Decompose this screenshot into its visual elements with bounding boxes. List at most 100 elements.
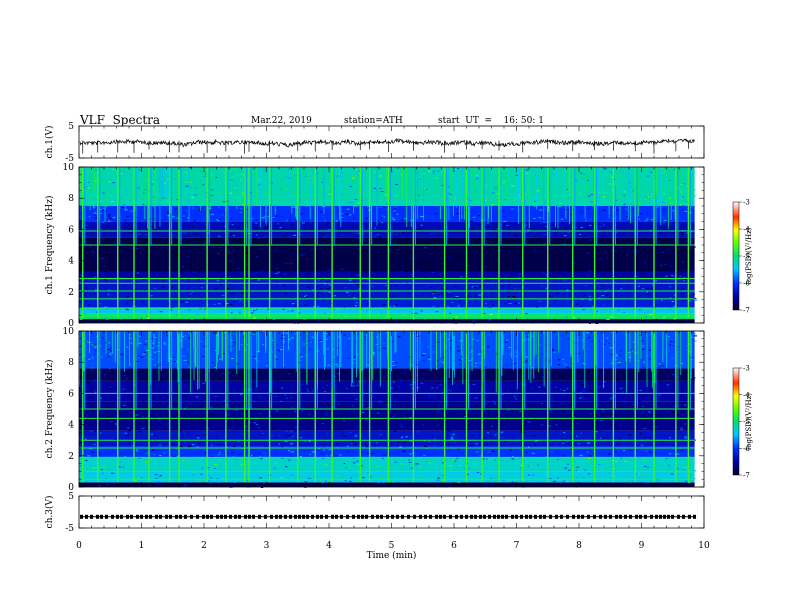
spectrogram-speckle (430, 286, 432, 288)
spectrogram-speckle (569, 258, 572, 260)
spectrogram-speckle (599, 258, 602, 260)
spectrogram-speckle (284, 332, 287, 334)
spectrogram-speckle (102, 209, 105, 211)
spectrogram-speckle (558, 206, 562, 208)
spectrogram-speckle (665, 201, 667, 203)
spectrogram-speckle (429, 268, 432, 270)
spectrogram-speckle (255, 466, 259, 468)
spectrogram-speckle (515, 377, 518, 378)
spectrogram-speckle (645, 422, 647, 424)
spectrogram-speckle (99, 410, 101, 412)
spectrogram-speckle (135, 369, 139, 371)
spectrogram-speckle (270, 339, 274, 341)
spectrogram-speckle (200, 450, 203, 452)
spectrogram-speckle (303, 295, 306, 297)
spectrogram-speckle (90, 270, 94, 272)
spectrogram-speckle (100, 356, 103, 358)
spectrogram-speckle (374, 467, 376, 469)
spectrogram-speckle (607, 176, 610, 178)
spectrogram-speckle (528, 409, 530, 411)
spectrogram-speckle (402, 197, 404, 198)
spectrogram-speckle (374, 249, 378, 251)
spectrogram-speckle (336, 386, 340, 388)
spectrogram-speckle (353, 176, 356, 178)
spectrogram-speckle (365, 339, 367, 340)
spectrogram-speckle (161, 197, 165, 199)
spectrogram-speckle (93, 276, 97, 278)
spectrogram-speckle (225, 201, 229, 203)
spectrogram-speckle (642, 406, 644, 407)
ch3-pulse (644, 514, 647, 519)
spectrogram-speckle (589, 276, 593, 278)
spectrogram-speckle (406, 484, 410, 485)
spectrogram-speckle (618, 438, 621, 440)
spectrogram-speckle (320, 196, 322, 197)
spectrogram-speckle (282, 192, 285, 194)
spectrogram-speckle (419, 187, 422, 189)
spectrogram-speckle (566, 399, 569, 401)
spectrogram-speckle (246, 387, 249, 389)
spectrogram-speckle (474, 310, 476, 312)
spectrogram-speckle (586, 407, 589, 409)
spectrogram-speckle (210, 189, 214, 191)
spectrogram-speckle (160, 317, 163, 318)
spectrogram-speckle (350, 477, 352, 479)
spectrogram-speckle (303, 253, 305, 255)
spectrogram-speckle (563, 390, 566, 391)
spectrogram-speckle (154, 474, 158, 476)
spectrogram-speckle (357, 411, 360, 413)
spectrogram-speckle (113, 482, 116, 484)
spectrogram-speckle (112, 182, 116, 184)
ch3-pulse (352, 514, 355, 519)
spectrogram-speckle (552, 399, 555, 401)
spectrogram-speckle (691, 336, 694, 338)
spectrogram-speckle (266, 471, 269, 473)
spectrogram-speckle (259, 477, 263, 479)
spectrogram-speckle (105, 279, 108, 281)
spectrogram-speckle (402, 450, 406, 452)
spectrogram-speckle (163, 452, 166, 454)
spectrogram-speckle (111, 181, 114, 183)
spectrogram-speckle (272, 217, 275, 218)
spectrogram-speckle (408, 413, 410, 415)
spectrogram-speckle (122, 285, 125, 287)
spectrogram-speckle (681, 362, 684, 364)
spectrogram-speckle (560, 319, 562, 321)
spectrogram-speckle (511, 458, 515, 460)
spectrogram-speckle (668, 306, 672, 308)
spectrogram-speckle (265, 195, 269, 197)
spectrogram-speckle (636, 360, 640, 362)
spectrogram-speckle (277, 310, 281, 312)
spectrogram-speckle (197, 279, 200, 281)
spectrogram-speckle (588, 295, 592, 297)
spectrogram-speckle (226, 420, 228, 422)
spectrogram-speckle (565, 462, 568, 463)
spectrogram-speckle (393, 305, 395, 307)
spectrogram-speckle (581, 414, 584, 416)
spectrogram-speckle (195, 313, 199, 315)
spectrogram-speckle (184, 171, 189, 173)
spectrogram-speckle (592, 377, 594, 379)
spectrogram-speckle (136, 450, 139, 452)
spectrogram-speckle (559, 203, 563, 204)
spectrogram-speckle (298, 312, 301, 314)
spectrogram-speckle (104, 465, 107, 467)
spectrogram-speckle (255, 233, 257, 235)
spectrogram-speckle (320, 268, 323, 270)
spectrogram-speckle (98, 452, 102, 454)
spectrogram-speckle (84, 186, 88, 188)
spectrogram-speckle (173, 361, 177, 362)
spectrogram-speckle (263, 483, 266, 484)
spectrogram-speckle (326, 455, 328, 457)
spectrogram-speckle (669, 305, 673, 307)
spectrogram-speckle (502, 285, 505, 287)
spectrogram-speckle (382, 219, 386, 221)
spectrogram-speckle (204, 338, 208, 340)
spectrogram-speckle (576, 342, 578, 344)
spectrogram-speckle (564, 441, 567, 443)
spectrogram-speckle (647, 473, 650, 475)
spectrogram-speckle (207, 309, 210, 311)
spectrogram-speckle (428, 206, 431, 208)
spectrogram-speckle (404, 274, 406, 276)
spectrogram-speckle (403, 416, 407, 418)
